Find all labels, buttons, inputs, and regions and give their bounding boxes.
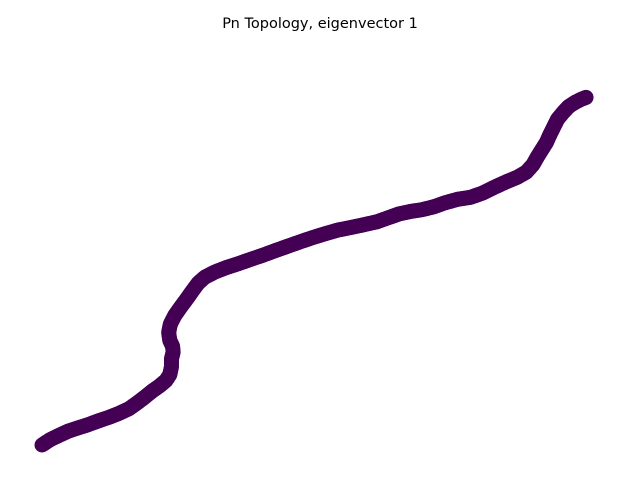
plot-area [34, 89, 594, 453]
scatter-point-471 [578, 89, 594, 105]
chart-title: Pn Topology, eigenvector 1 [222, 16, 418, 32]
